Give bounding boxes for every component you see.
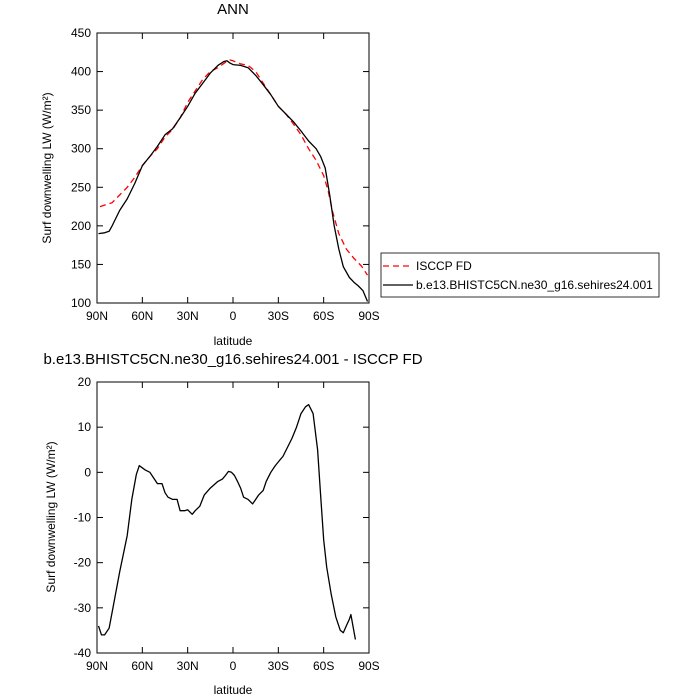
top-x-tick-label: 30N xyxy=(177,309,199,323)
bottom-y-tick-label: -20 xyxy=(74,556,92,570)
top-chart-lines xyxy=(98,59,369,302)
top-x-tick-label: 60N xyxy=(131,309,153,323)
top-y-tick-label: 150 xyxy=(71,257,91,271)
top-x-axis-label: latitude xyxy=(214,334,253,348)
top-chart-title: ANN xyxy=(217,1,249,18)
top-y-tick-label: 250 xyxy=(71,180,91,194)
top-y-ticks: 100 150 200 250 300 350 400 450 xyxy=(71,26,369,310)
bottom-x-tick-label: 60S xyxy=(313,659,334,673)
bottom-x-tick-label: 0 xyxy=(230,659,237,673)
top-y-tick-label: 200 xyxy=(71,219,91,233)
bottom-x-tick-label: 90S xyxy=(358,659,379,673)
bottom-y-ticks: -40 -30 -20 -10 0 10 20 xyxy=(74,375,369,660)
bottom-y-tick-label: -40 xyxy=(74,646,92,660)
bottom-chart-title: b.e13.BHISTC5CN.ne30_g16.sehires24.001 -… xyxy=(43,351,422,368)
bottom-chart-lines xyxy=(97,403,357,640)
top-y-tick-label: 350 xyxy=(71,103,91,117)
bottom-x-tick-label: 30S xyxy=(268,659,289,673)
top-y-tick-label: 400 xyxy=(71,65,91,79)
top-x-tick-label: 30S xyxy=(268,309,289,323)
bottom-y-axis-label: Surf downwelling LW (W/m²) xyxy=(44,441,58,592)
top-y-tick-label: 100 xyxy=(71,296,91,310)
top-series-line-1 xyxy=(98,60,369,302)
top-x-tick-label: 90S xyxy=(358,309,379,323)
top-x-tick-label: 60S xyxy=(313,309,334,323)
bottom-y-tick-label: 0 xyxy=(84,465,91,479)
bottom-x-tick-label: 30N xyxy=(177,659,199,673)
bottom-y-tick-label: 20 xyxy=(78,375,92,389)
bottom-x-tick-label: 60N xyxy=(131,659,153,673)
top-y-tick-label: 450 xyxy=(71,26,91,40)
bottom-chart: b.e13.BHISTC5CN.ne30_g16.sehires24.001 -… xyxy=(43,351,422,697)
bottom-x-tick-label: 90N xyxy=(86,659,108,673)
bottom-y-tick-label: -10 xyxy=(74,511,92,525)
legend-label-isccp: ISCCP FD xyxy=(416,259,472,273)
bottom-y-tick-label: -30 xyxy=(74,601,92,615)
bottom-plot-frame xyxy=(96,381,370,654)
top-x-tick-label: 90N xyxy=(86,309,108,323)
top-plot-frame xyxy=(96,32,370,304)
legend-box xyxy=(380,252,660,298)
top-x-ticks: 90N 60N 30N 0 30S 60S 90S xyxy=(86,33,380,323)
legend-label-model: b.e13.BHISTC5CN.ne30_g16.sehires24.001 xyxy=(416,278,653,292)
top-y-tick-label: 300 xyxy=(71,142,91,156)
bottom-x-ticks: 90N 60N 30N 0 30S 60S 90S xyxy=(86,382,380,673)
top-x-tick-label: 0 xyxy=(230,309,237,323)
bottom-y-tick-label: 10 xyxy=(78,420,92,434)
legend: ISCCP FD b.e13.BHISTC5CN.ne30_g16.sehire… xyxy=(380,252,660,298)
bottom-series-line-0 xyxy=(97,403,357,640)
top-y-axis-label: Surf downwelling LW (W/m²) xyxy=(40,92,54,243)
top-series-line-0 xyxy=(99,59,369,276)
bottom-x-axis-label: latitude xyxy=(214,683,253,697)
top-chart: ANN 90N 60N 30N 0 30S 60S 90S 100 150 200 250 300 3… xyxy=(40,1,380,348)
